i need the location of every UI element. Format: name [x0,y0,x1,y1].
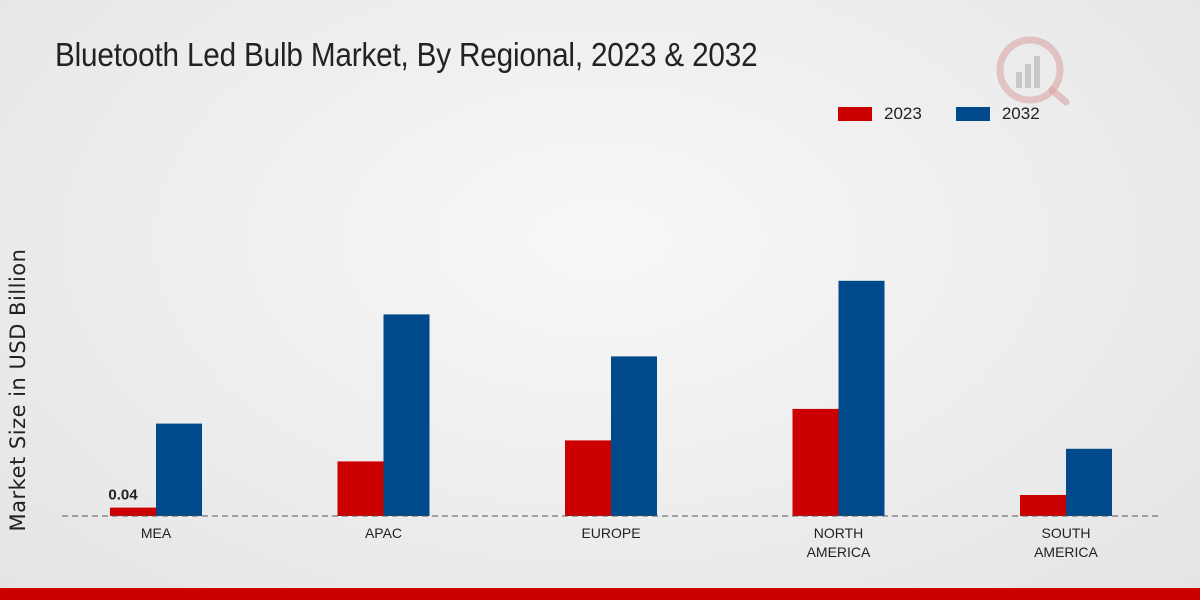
brand-logo-icon [996,36,1070,106]
x-tick-label-europe: EUROPE [581,525,640,541]
bar-2023-north-america [792,408,839,516]
x-tick-label-apac: APAC [365,525,402,541]
bar-2023-europe [565,440,611,516]
bar-2032-mea [156,423,202,516]
data-label-2023-mea: 0.04 [108,487,138,504]
legend-swatch-2023 [838,107,872,121]
bar-2023-mea [110,507,156,516]
bar-2032-south-america [1066,448,1112,516]
bottom-accent-bar [0,588,1200,600]
legend-swatch-2032 [955,107,990,121]
legend-item-2032: 2032 [955,104,1040,124]
x-tick-label-mea: MEA [141,525,172,541]
x-tick-label-south-america: SOUTH AMERICA [1034,525,1098,560]
bar-2023-apac [337,461,384,516]
bar-2032-europe [611,356,657,516]
bar-2032-apac [383,314,430,516]
legend-item-2023: 2023 [838,104,922,124]
chart-legend: 2023 2032 [838,104,1074,124]
bar-2023-south-america [1020,495,1066,516]
x-tick-label-north-america: NORTH AMERICA [807,525,871,560]
chart-title: Bluetooth Led Bulb Market, By Regional, … [55,36,758,73]
bar-2032-north-america [838,280,885,516]
legend-label-2023: 2023 [884,104,922,123]
legend-label-2032: 2032 [1001,104,1040,123]
